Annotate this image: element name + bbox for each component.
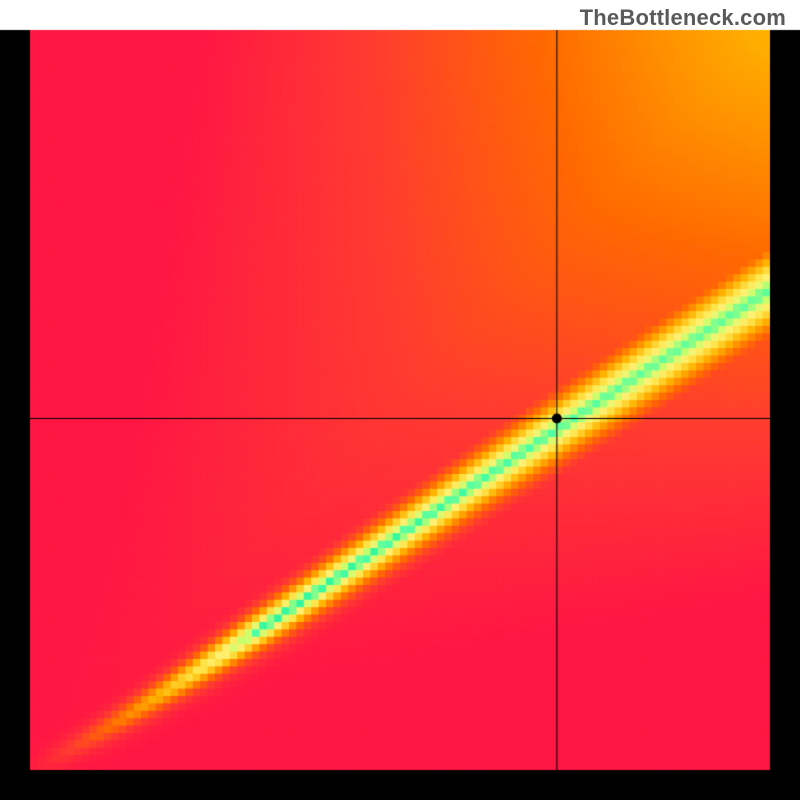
- bottleneck-heatmap: [0, 0, 800, 800]
- chart-container: TheBottleneck.com: [0, 0, 800, 800]
- watermark-text: TheBottleneck.com: [580, 5, 786, 31]
